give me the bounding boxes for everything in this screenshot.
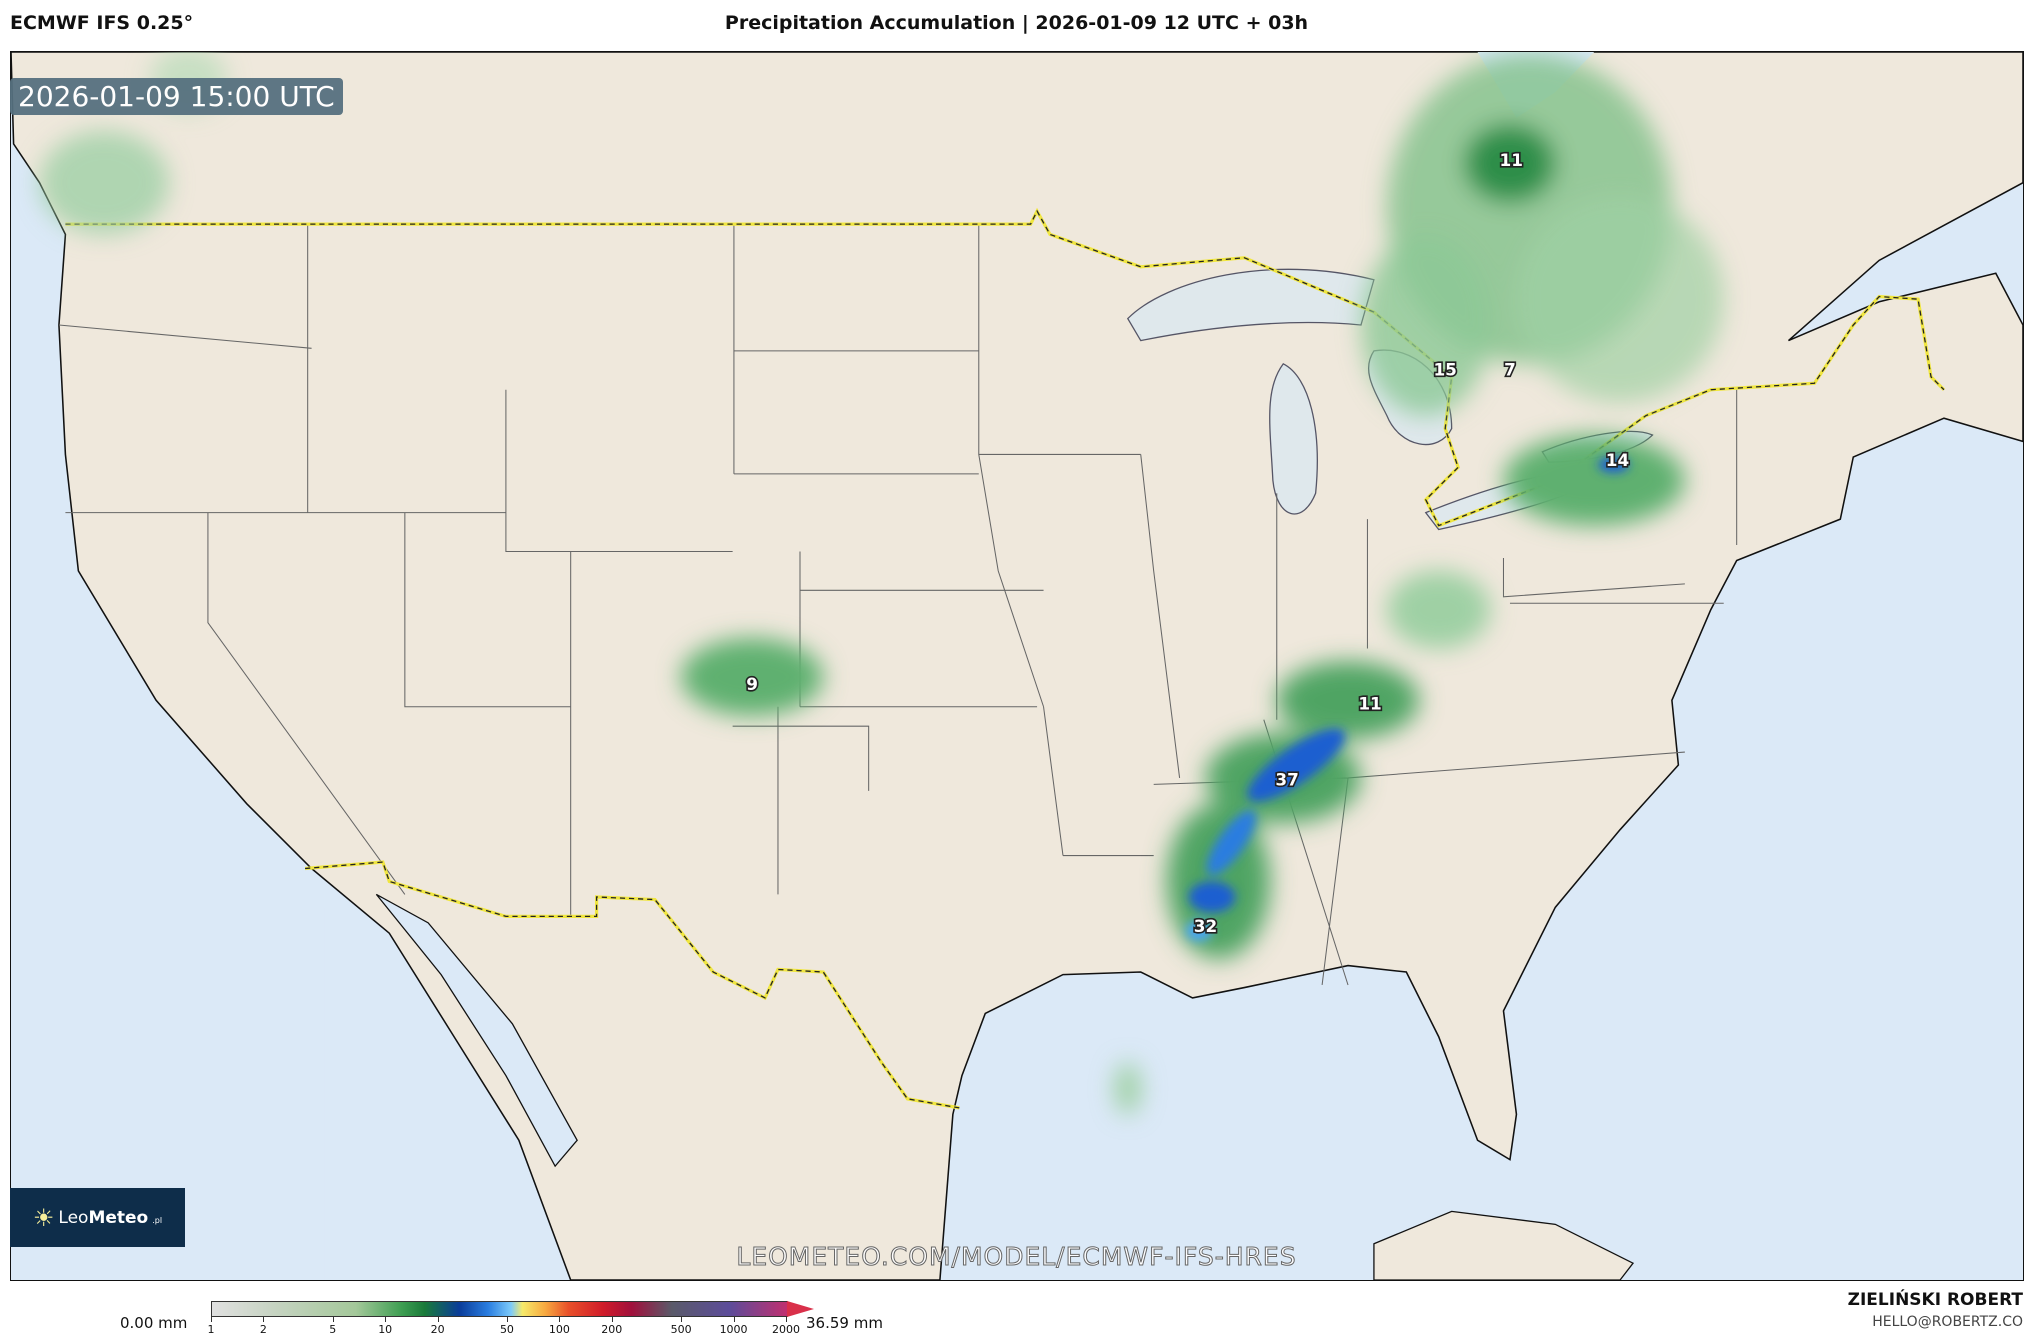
- precip-label: 37: [1275, 770, 1298, 790]
- colorbar-tick: [211, 1316, 212, 1322]
- model-name: ECMWF IFS 0.25°: [10, 12, 194, 34]
- valid-time-badge: 2026-01-09 15:00 UTC: [10, 78, 343, 115]
- colorbar-tick: [437, 1316, 439, 1322]
- colorbar-extend-arrow: [787, 1301, 814, 1317]
- colorbar-tick-label: 2000: [772, 1323, 800, 1336]
- colorbar-min-label: 0.00 mm: [120, 1314, 188, 1332]
- author-name: ZIELIŃSKI ROBERT: [1847, 1290, 2023, 1310]
- colorbar-tick-label: 1: [207, 1323, 215, 1336]
- chart-title: Precipitation Accumulation | 2026-01-09 …: [724, 12, 1309, 34]
- colorbar-tick-label: 5: [329, 1323, 337, 1336]
- precip-label: 11: [1358, 693, 1381, 713]
- cuba: [1373, 1210, 1635, 1280]
- colorbar-tick: [385, 1316, 387, 1322]
- colorbar-tick-label: 200: [601, 1323, 623, 1336]
- watermark: LEOMETEO.COM/MODEL/ECMWF-IFS-HRES: [736, 1242, 1297, 1272]
- colorbar-tick-label: 10: [378, 1323, 393, 1336]
- colorbar: [211, 1301, 788, 1317]
- colorbar-tick-label: 50: [499, 1323, 514, 1336]
- precip-max-labels: 11 15 7 14 9 11 37 32: [745, 148, 1631, 937]
- colorbar-tick-label: 100: [548, 1323, 570, 1336]
- colorbar-tick-label: 2: [259, 1323, 267, 1336]
- colorbar-tick: [559, 1316, 561, 1322]
- logo-suffix: .pl: [152, 1216, 163, 1225]
- precip-label: 14: [1606, 450, 1629, 470]
- colorbar-tick: [611, 1316, 613, 1322]
- precip-label: 7: [1504, 360, 1516, 380]
- heavy-precipitation: [1186, 457, 1630, 941]
- map-svg: 11 15 7 14 9 11 37 32: [11, 52, 2023, 1280]
- precip-label: 11: [1500, 150, 1523, 170]
- logo-text: LeoMeteo: [58, 1207, 149, 1228]
- baja-ocean: [324, 907, 545, 1280]
- colorbar-tick: [263, 1316, 265, 1322]
- colorbar-tick: [786, 1316, 787, 1322]
- colorbar-tick-label: 1000: [719, 1323, 748, 1336]
- colorbar-tick: [733, 1316, 735, 1322]
- precipitation-map[interactable]: 11 15 7 14 9 11 37 32: [10, 51, 2024, 1281]
- gulf-of-california: [375, 893, 578, 1168]
- colorbar-tick-label: 20: [430, 1323, 445, 1336]
- colorbar-tick: [681, 1316, 683, 1322]
- precip-label: 9: [746, 674, 758, 694]
- sun-icon: ☀: [32, 1203, 55, 1232]
- author-email: HELLO@ROBERTZ.CO: [1872, 1314, 2023, 1330]
- colorbar-max-label: 36.59 mm: [806, 1314, 883, 1332]
- precip-label: 15: [1433, 360, 1456, 380]
- precip-label: 32: [1194, 916, 1217, 936]
- country-borders-dash: [65, 209, 1945, 1109]
- leometeo-logo[interactable]: ☀ LeoMeteo .pl: [10, 1188, 185, 1247]
- land: [11, 52, 2023, 1280]
- colorbar-tick: [332, 1316, 334, 1322]
- colorbar-tick-label: 500: [670, 1323, 692, 1336]
- colorbar-tick: [506, 1316, 508, 1322]
